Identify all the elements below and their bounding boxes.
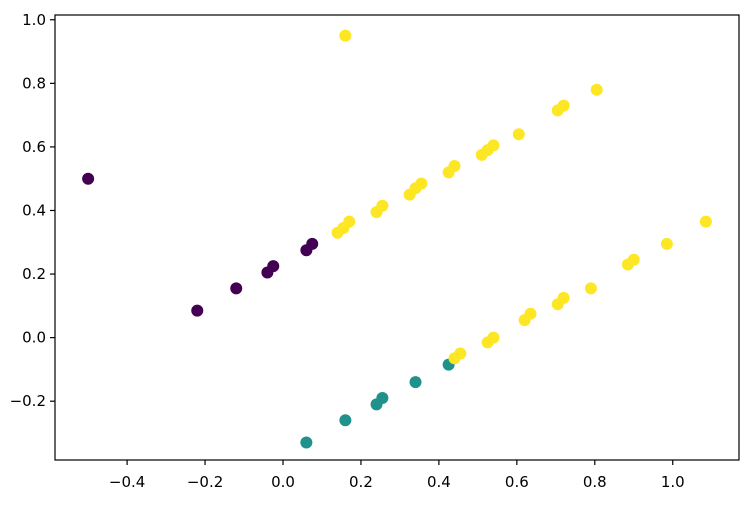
x-tick-label: −0.2 [187, 473, 223, 491]
data-point-yellow-25 [557, 291, 570, 304]
data-point-teal-3 [376, 392, 389, 405]
data-point-yellow-30 [699, 215, 712, 228]
plot-frame [54, 14, 740, 461]
x-tick-label: 0.6 [505, 473, 529, 491]
data-point-yellow-10 [448, 159, 461, 172]
data-point-yellow-0 [339, 29, 352, 42]
data-point-yellow-21 [487, 331, 500, 344]
x-tick-label: 0.8 [583, 473, 607, 491]
y-tick-label: 0.8 [22, 74, 46, 92]
data-point-yellow-28 [627, 253, 640, 266]
y-tick-label: 1.0 [22, 11, 46, 29]
data-point-purple-1 [191, 304, 204, 317]
y-tick-label: −0.2 [10, 392, 46, 410]
y-tick-label: 0.6 [22, 138, 46, 156]
x-tick-label: 1.0 [661, 473, 685, 491]
data-point-teal-4 [409, 376, 422, 389]
y-tick-label: 0.0 [22, 329, 46, 347]
data-point-purple-4 [267, 260, 280, 273]
data-point-yellow-16 [557, 99, 570, 112]
data-point-yellow-3 [343, 215, 356, 228]
data-point-yellow-14 [512, 128, 525, 141]
x-axis-ticks: −0.4 −0.2 0.0 0.2 0.4 0.6 0.8 1.0 [109, 460, 685, 491]
data-point-teal-0 [300, 436, 313, 449]
y-axis-ticks: −0.2 0.0 0.2 0.4 0.6 0.8 1.0 [10, 11, 55, 410]
data-point-yellow-29 [660, 237, 673, 250]
data-point-yellow-5 [376, 199, 389, 212]
data-point-yellow-13 [487, 139, 500, 152]
data-point-yellow-8 [415, 177, 428, 190]
y-tick-label: 0.2 [22, 265, 46, 283]
x-tick-label: 0.4 [427, 473, 451, 491]
data-point-yellow-19 [454, 347, 467, 360]
points-layer [82, 29, 712, 449]
data-point-yellow-23 [524, 307, 537, 320]
data-point-purple-0 [82, 172, 95, 185]
y-tick-label: 0.4 [22, 201, 46, 219]
x-tick-label: 0.2 [349, 473, 373, 491]
data-point-yellow-26 [584, 282, 597, 295]
data-point-purple-2 [230, 282, 243, 295]
x-tick-label: 0.0 [271, 473, 295, 491]
data-point-teal-1 [339, 414, 352, 427]
data-point-purple-6 [306, 237, 319, 250]
x-tick-label: −0.4 [109, 473, 145, 491]
data-point-yellow-17 [590, 83, 603, 96]
